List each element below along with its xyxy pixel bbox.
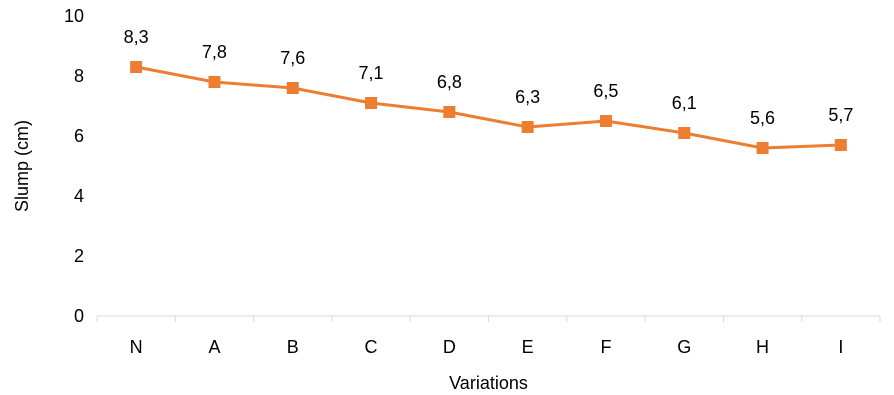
y-tick-label: 8	[74, 66, 84, 86]
data-point-marker	[678, 127, 691, 139]
x-tick-label: F	[600, 337, 611, 357]
x-tick-label: I	[838, 337, 843, 357]
y-axis-ticks: 0 2 4 6 8 10	[64, 6, 84, 326]
data-label: 7,8	[202, 42, 227, 62]
data-label: 6,8	[437, 72, 462, 92]
y-tick-label: 6	[74, 126, 84, 146]
data-label: 5,6	[750, 108, 775, 128]
series	[130, 61, 847, 154]
x-tick-label: A	[208, 337, 220, 357]
data-point-marker	[443, 106, 456, 118]
data-point-marker	[208, 76, 221, 88]
y-tick-label: 10	[64, 6, 84, 26]
y-axis-title: Slump (cm)	[12, 120, 32, 212]
y-tick-label: 4	[74, 186, 84, 206]
data-point-marker	[521, 121, 534, 133]
data-label: 6,1	[672, 93, 697, 113]
data-label: 5,7	[828, 105, 853, 125]
data-label: 6,5	[593, 81, 618, 101]
data-point-marker	[599, 115, 612, 127]
y-tick-label: 0	[74, 306, 84, 326]
series-line	[135, 65, 841, 150]
data-label: 6,3	[515, 87, 540, 107]
x-tick-label: N	[130, 337, 143, 357]
data-labels: 8,3 7,8 7,6 7,1 6,8 6,3 6,5 6,1 5,6 5,7	[124, 27, 854, 128]
data-label: 7,6	[280, 48, 305, 68]
x-tick-label: D	[443, 337, 456, 357]
x-tick-label: C	[365, 337, 378, 357]
y-tick-label: 2	[74, 246, 84, 266]
data-label: 8,3	[124, 27, 149, 47]
x-axis-title: Variations	[449, 373, 528, 393]
data-point-marker	[130, 61, 143, 73]
data-label: 7,1	[359, 63, 384, 83]
data-point-marker	[756, 142, 769, 154]
x-tick-label: G	[677, 337, 691, 357]
x-tick-label: B	[287, 337, 299, 357]
data-point-marker	[286, 82, 299, 94]
data-point-marker	[834, 139, 847, 151]
x-tick-label: H	[756, 337, 769, 357]
x-tick-label: E	[522, 337, 534, 357]
data-point-marker	[365, 97, 378, 109]
